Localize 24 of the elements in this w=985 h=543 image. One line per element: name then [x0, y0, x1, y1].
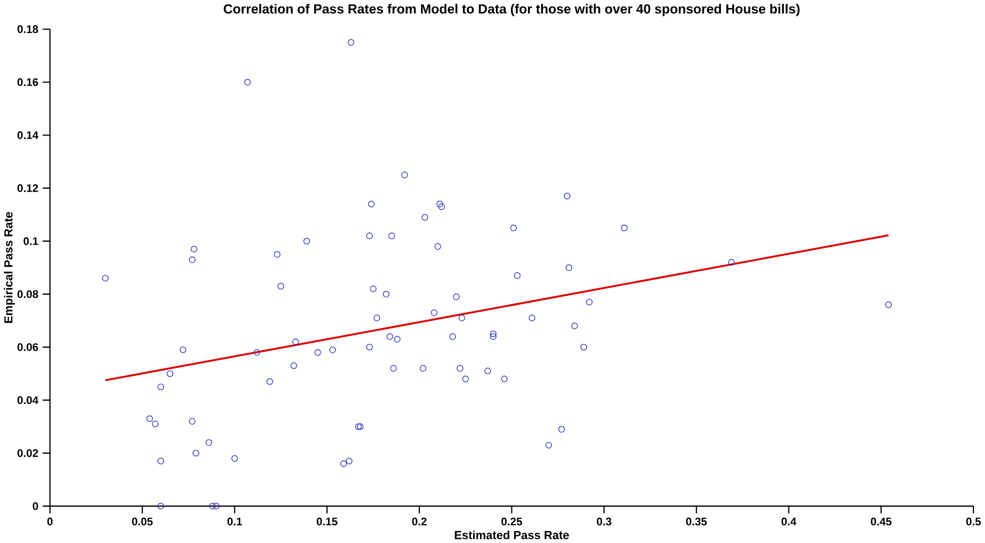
y-tick-label: 0.04 — [18, 396, 38, 404]
x-tick-label: 0.35 — [686, 518, 707, 526]
x-axis-title: Estimated Pass Rate — [454, 530, 569, 540]
x-tick-label: 0.15 — [316, 518, 338, 526]
x-tick-label: 0.45 — [870, 518, 892, 526]
y-axis-title: Empirical Pass Rate — [4, 212, 15, 323]
y-tick-label: 0.06 — [18, 343, 38, 351]
x-tick-label: 0.1 — [227, 518, 242, 526]
x-tick-label: 0.5 — [966, 518, 981, 526]
y-tick-label: 0.02 — [18, 449, 38, 457]
x-tick-label: 0 — [47, 518, 53, 526]
y-tick-label: 0.1 — [24, 237, 38, 245]
y-tick-label: 0.08 — [18, 290, 38, 298]
chart-title: Correlation of Pass Rates from Model to Data (for those with over 40 sponsored House bills) — [224, 4, 800, 16]
x-tick-label: 0.25 — [501, 518, 522, 526]
x-tick-label: 0.2 — [412, 518, 427, 526]
y-tick-label: 0.16 — [18, 78, 38, 86]
x-tick-label: 0.3 — [596, 518, 612, 526]
y-tick-label: 0.14 — [18, 131, 38, 139]
x-tick-label: 0.4 — [782, 518, 796, 526]
y-tick-label: 0 — [32, 502, 38, 510]
x-tick-label: 0.05 — [132, 518, 153, 526]
y-tick-label: 0.18 — [18, 25, 38, 34]
y-tick-label: 0.12 — [18, 184, 38, 192]
